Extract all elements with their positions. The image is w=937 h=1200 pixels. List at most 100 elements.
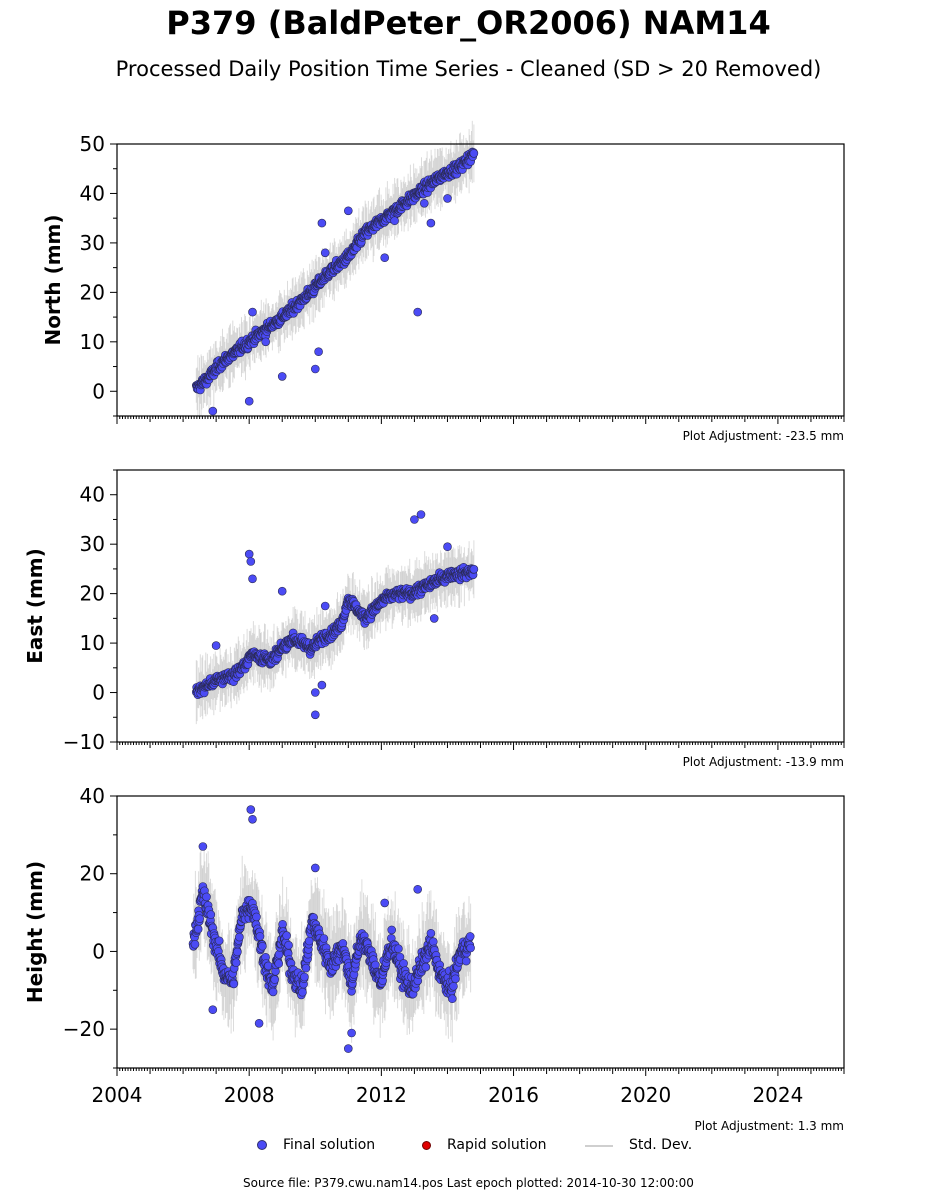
- y-tick-label: 20: [80, 280, 105, 304]
- y-tick-label: 40: [80, 483, 105, 507]
- outlier-point: [443, 194, 452, 203]
- outlier-point: [347, 1028, 356, 1038]
- data-point: [229, 979, 239, 989]
- outlier-point: [343, 206, 353, 216]
- outlier-point: [244, 549, 254, 559]
- outlier-point: [261, 337, 271, 347]
- outlier-point: [208, 406, 218, 416]
- data-point: [387, 925, 397, 935]
- x-tick-label: 2012: [356, 1083, 407, 1107]
- outlier-point: [343, 1044, 353, 1053]
- data-point: [461, 956, 471, 966]
- data-point: [231, 958, 241, 968]
- x-tick-label: 2020: [620, 1083, 671, 1107]
- data-point: [451, 974, 460, 984]
- source-line: Source file: P379.cwu.nam14.pos Last epo…: [243, 1176, 694, 1190]
- chart-subtitle: Processed Daily Position Time Series - C…: [115, 57, 822, 81]
- y-axis-label: East (mm): [23, 548, 47, 664]
- outlier-point: [413, 307, 423, 317]
- outlier-point: [426, 218, 436, 228]
- outlier-point: [246, 557, 256, 566]
- x-tick-label: 2024: [752, 1083, 803, 1107]
- y-tick-label: 0: [92, 681, 105, 705]
- legend: Final solution Rapid solution Std. Dev.: [245, 1137, 725, 1159]
- outlier-point: [317, 680, 327, 690]
- north-plot-adjustment: Plot Adjustment: -23.5 mm: [682, 429, 844, 443]
- y-tick-label: 30: [80, 532, 105, 556]
- outlier-point: [248, 307, 257, 317]
- y-tick-label: −20: [63, 1017, 105, 1041]
- legend-std: Std. Dev.: [585, 1137, 692, 1153]
- outlier-point: [380, 898, 390, 908]
- outlier-point: [314, 347, 323, 357]
- y-tick-label: 10: [80, 330, 105, 354]
- outlier-point: [310, 364, 320, 374]
- legend-std-label: Std. Dev.: [629, 1137, 693, 1153]
- data-point: [202, 892, 211, 902]
- outlier-point: [317, 218, 327, 228]
- outlier-point: [310, 688, 320, 697]
- data-point: [274, 959, 284, 968]
- data-point: [235, 932, 244, 942]
- final-marker-icon: [257, 1140, 267, 1150]
- panel-1: −10 0 10 20 30 40 East (mm): [23, 469, 845, 754]
- outlier-point: [320, 601, 330, 611]
- x-tick-label: 2016: [488, 1083, 539, 1107]
- y-tick-label: 30: [80, 231, 105, 255]
- data-point: [371, 960, 380, 970]
- outlier-point: [419, 199, 429, 208]
- data-point: [394, 944, 403, 954]
- data-point: [319, 934, 329, 943]
- data-point: [270, 975, 280, 984]
- data-point: [300, 972, 309, 982]
- data-point: [233, 947, 242, 957]
- data-point: [447, 994, 457, 1004]
- outlier-point: [416, 510, 426, 519]
- outlier-point: [429, 614, 439, 623]
- legend-rapid-label: Rapid solution: [447, 1137, 547, 1153]
- y-tick-label: 0: [92, 379, 105, 403]
- data-point: [421, 962, 431, 972]
- outlier-point: [410, 515, 419, 524]
- data-point: [268, 987, 278, 997]
- outlier-point: [390, 216, 399, 225]
- data-point: [449, 981, 458, 991]
- data-point: [206, 910, 216, 919]
- data-point: [301, 963, 311, 973]
- outlier-point: [277, 586, 287, 596]
- outlier-point: [248, 574, 257, 584]
- y-tick-label: 20: [80, 582, 105, 606]
- data-point: [190, 939, 200, 949]
- data-point: [426, 928, 436, 938]
- y-tick-label: 20: [80, 862, 105, 886]
- panel-0: 0 10 20 30 40 50 North (mm): [41, 120, 845, 424]
- data-point: [282, 931, 291, 940]
- data-point: [278, 919, 287, 929]
- outlier-point: [320, 248, 330, 258]
- data-point: [258, 941, 267, 951]
- data-point: [214, 936, 224, 946]
- y-tick-label: 50: [80, 132, 105, 156]
- data-point: [298, 987, 307, 997]
- std-line-icon: [585, 1145, 613, 1147]
- data-point: [304, 936, 314, 946]
- outlier-point: [310, 863, 320, 873]
- outlier-point: [211, 641, 221, 650]
- outlier-point: [198, 842, 208, 851]
- y-axis-label: Height (mm): [23, 861, 47, 1003]
- data-point: [255, 932, 265, 941]
- outlier-point: [310, 710, 320, 720]
- data-point: [193, 924, 203, 934]
- y-axis-label: North (mm): [41, 214, 65, 345]
- outlier-point: [246, 805, 256, 814]
- final-solution-points: [192, 147, 479, 416]
- data-point: [284, 940, 293, 950]
- outlier-point: [380, 253, 390, 263]
- legend-final: Final solution: [257, 1137, 375, 1153]
- data-point: [274, 950, 284, 959]
- data-point: [399, 959, 408, 968]
- legend-final-label: Final solution: [283, 1137, 376, 1153]
- data-point: [195, 914, 204, 924]
- legend-rapid: Rapid solution: [422, 1137, 547, 1153]
